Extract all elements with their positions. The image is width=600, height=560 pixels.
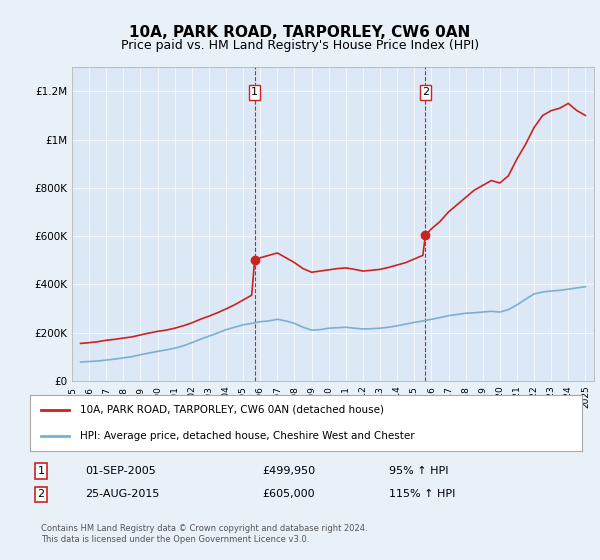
Text: Price paid vs. HM Land Registry's House Price Index (HPI): Price paid vs. HM Land Registry's House … bbox=[121, 39, 479, 52]
Text: 115% ↑ HPI: 115% ↑ HPI bbox=[389, 489, 455, 500]
Text: HPI: Average price, detached house, Cheshire West and Chester: HPI: Average price, detached house, Ches… bbox=[80, 431, 415, 441]
Text: 1: 1 bbox=[38, 466, 44, 476]
Text: 2: 2 bbox=[37, 489, 44, 500]
Text: £605,000: £605,000 bbox=[262, 489, 314, 500]
Text: 25-AUG-2015: 25-AUG-2015 bbox=[85, 489, 160, 500]
Text: 01-SEP-2005: 01-SEP-2005 bbox=[85, 466, 156, 476]
Text: Contains HM Land Registry data © Crown copyright and database right 2024.
This d: Contains HM Land Registry data © Crown c… bbox=[41, 524, 368, 544]
Text: £499,950: £499,950 bbox=[262, 466, 315, 476]
Text: 1: 1 bbox=[251, 87, 258, 97]
Text: 2: 2 bbox=[422, 87, 429, 97]
Text: 10A, PARK ROAD, TARPORLEY, CW6 0AN: 10A, PARK ROAD, TARPORLEY, CW6 0AN bbox=[130, 25, 470, 40]
Text: 95% ↑ HPI: 95% ↑ HPI bbox=[389, 466, 448, 476]
Text: 10A, PARK ROAD, TARPORLEY, CW6 0AN (detached house): 10A, PARK ROAD, TARPORLEY, CW6 0AN (deta… bbox=[80, 405, 383, 415]
